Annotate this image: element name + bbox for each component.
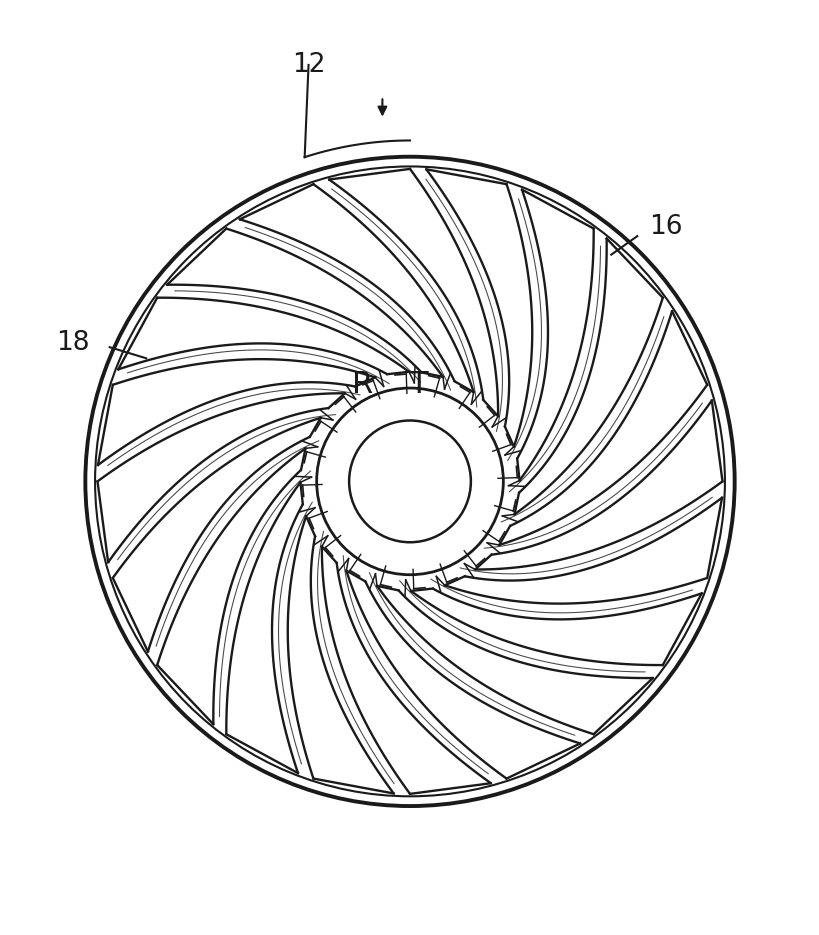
Text: 18: 18 bbox=[57, 329, 90, 355]
Text: R: R bbox=[352, 369, 373, 398]
Text: T: T bbox=[409, 369, 427, 398]
Text: 16: 16 bbox=[648, 214, 681, 240]
Text: 12: 12 bbox=[292, 52, 325, 78]
